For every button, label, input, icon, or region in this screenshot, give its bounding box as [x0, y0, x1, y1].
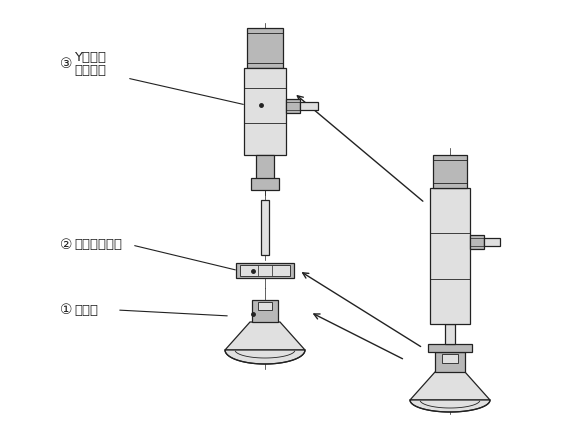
Bar: [286, 99, 300, 113]
Bar: [258, 302, 272, 310]
Polygon shape: [410, 400, 490, 412]
Bar: [484, 239, 500, 246]
Bar: [435, 352, 465, 372]
Bar: [258, 265, 272, 276]
Bar: [251, 178, 279, 190]
Bar: [236, 263, 294, 278]
Polygon shape: [225, 350, 305, 364]
Text: パッド: パッド: [74, 304, 98, 316]
Text: ロックリング: ロックリング: [74, 239, 122, 252]
Text: ①: ①: [60, 303, 72, 317]
Polygon shape: [410, 372, 490, 400]
Text: ③: ③: [60, 57, 72, 71]
Bar: [433, 155, 467, 188]
Bar: [247, 28, 283, 68]
Bar: [244, 68, 286, 155]
Text: アダプタ: アダプタ: [74, 64, 106, 77]
Bar: [252, 300, 278, 322]
Bar: [256, 155, 274, 180]
Bar: [428, 344, 472, 352]
Text: ②: ②: [60, 238, 72, 252]
Bar: [300, 102, 318, 110]
Bar: [445, 324, 455, 344]
Bar: [430, 188, 470, 324]
Bar: [442, 354, 458, 363]
Bar: [240, 265, 290, 276]
Text: Yタイプ: Yタイプ: [74, 51, 106, 64]
Polygon shape: [225, 322, 305, 350]
Bar: [470, 236, 484, 250]
Bar: [261, 200, 269, 255]
